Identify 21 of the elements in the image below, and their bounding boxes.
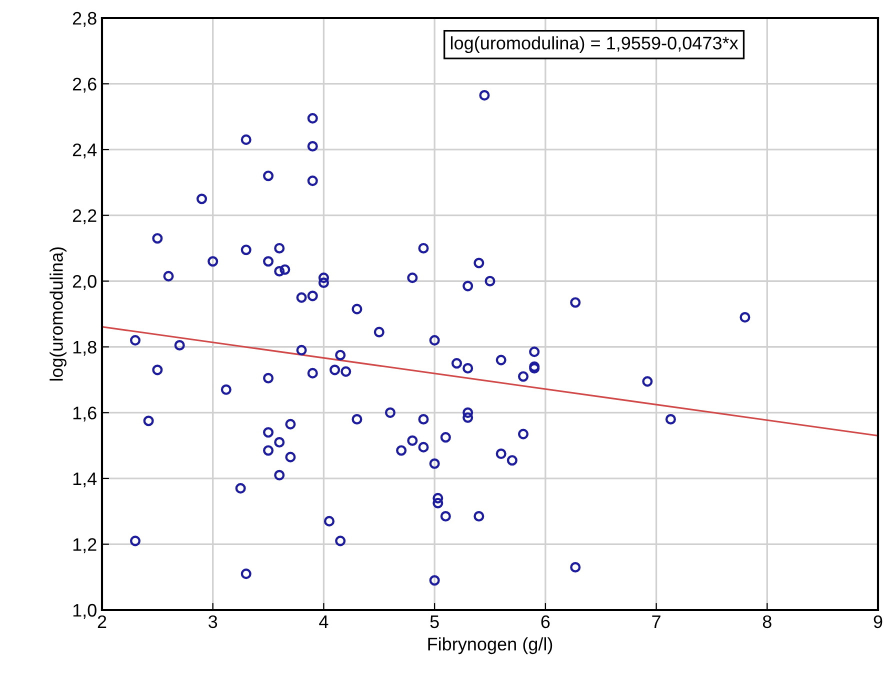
y-tick-label: 1,4: [73, 472, 97, 488]
y-tick-label: 2,6: [72, 78, 96, 93]
x-tick-label: 9: [874, 615, 882, 628]
y-tick-label: 1,6: [73, 406, 96, 422]
y-tick-label: 1,2: [73, 538, 96, 554]
x-tick-label: 6: [541, 615, 550, 628]
y-tick-label: 1,8: [73, 340, 96, 356]
y-tick-label: 2,4: [72, 143, 97, 158]
x-tick-label: 2: [98, 615, 106, 628]
y-tick-label: 2,2: [72, 209, 96, 224]
y-tick-label: 1,0: [73, 604, 96, 619]
x-tick-label: 3: [208, 615, 218, 628]
y-tick-label: 2,8: [72, 12, 96, 27]
x-tick-label: 5: [430, 616, 439, 628]
y-axis-title: log(uromodulina): [50, 247, 66, 381]
y-tick-label: 2,0: [72, 275, 96, 290]
x-axis-title: Fibrynogen (g/l): [428, 637, 552, 654]
x-tick-label: 7: [652, 616, 660, 628]
annotation: log(uromodulina) = 1,9559-0,0473*x: [450, 36, 738, 54]
x-tick-label: 4: [319, 616, 328, 628]
x-tick-label: 8: [762, 615, 772, 628]
